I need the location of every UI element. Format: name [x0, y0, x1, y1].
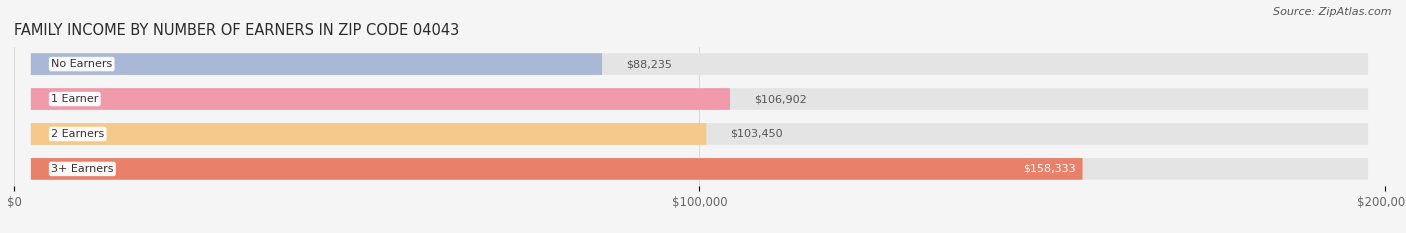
Text: $103,450: $103,450 [730, 129, 783, 139]
FancyBboxPatch shape [31, 123, 706, 145]
FancyBboxPatch shape [31, 158, 1368, 180]
Text: $158,333: $158,333 [1024, 164, 1076, 174]
Text: $88,235: $88,235 [626, 59, 672, 69]
Text: FAMILY INCOME BY NUMBER OF EARNERS IN ZIP CODE 04043: FAMILY INCOME BY NUMBER OF EARNERS IN ZI… [14, 24, 460, 38]
FancyBboxPatch shape [31, 123, 1368, 145]
Text: No Earners: No Earners [51, 59, 112, 69]
FancyBboxPatch shape [31, 53, 1368, 75]
Text: 1 Earner: 1 Earner [51, 94, 98, 104]
Text: 3+ Earners: 3+ Earners [51, 164, 114, 174]
FancyBboxPatch shape [31, 158, 1083, 180]
Text: Source: ZipAtlas.com: Source: ZipAtlas.com [1274, 7, 1392, 17]
FancyBboxPatch shape [31, 88, 730, 110]
Text: $106,902: $106,902 [754, 94, 807, 104]
FancyBboxPatch shape [31, 53, 602, 75]
FancyBboxPatch shape [31, 88, 1368, 110]
Text: 2 Earners: 2 Earners [51, 129, 104, 139]
